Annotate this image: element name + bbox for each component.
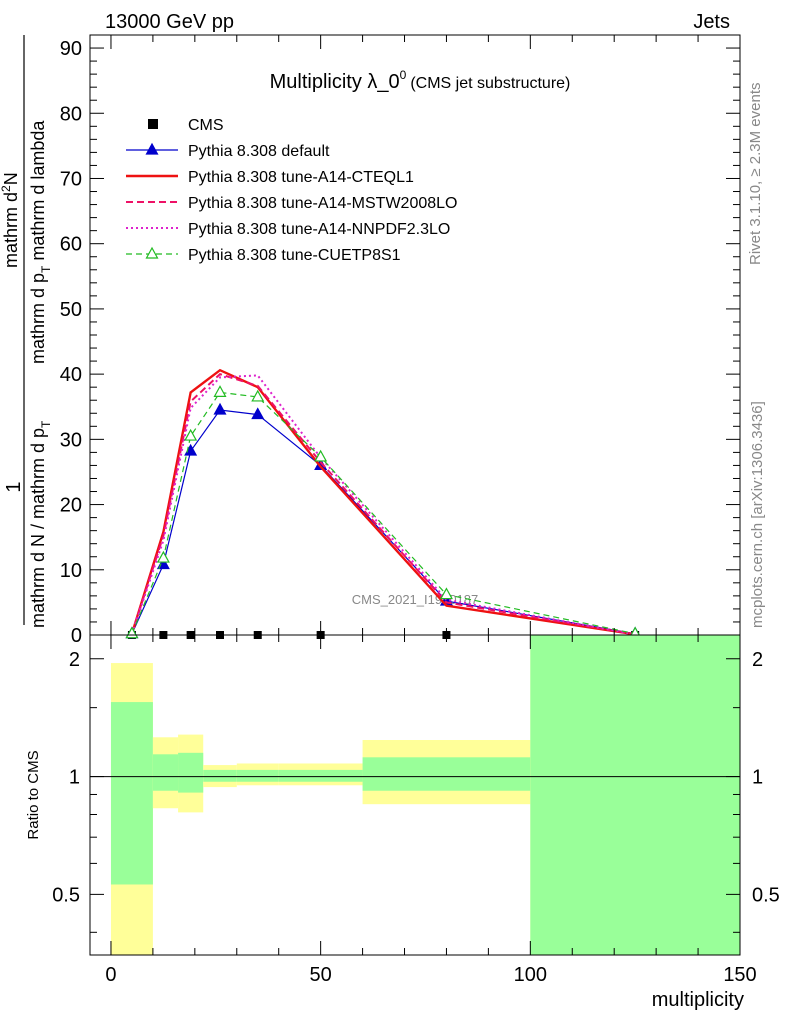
legend-label: Pythia 8.308 default bbox=[188, 143, 330, 160]
ratio-band-inner bbox=[110, 702, 153, 885]
legend-marker bbox=[145, 142, 159, 155]
ratio-ytick-label-right: 1 bbox=[752, 767, 763, 789]
ylabel-right-part: mathrm d pT mathrm d lambda bbox=[28, 120, 53, 364]
ratio-ytick-label: 2 bbox=[69, 649, 80, 671]
ratio-band-inner bbox=[362, 757, 531, 791]
data-point bbox=[213, 402, 227, 415]
legend-entry: Pythia 8.308 default bbox=[126, 142, 330, 160]
ytick-label: 50 bbox=[60, 299, 82, 321]
ratio-band-inner bbox=[236, 769, 279, 782]
ytick-label: 30 bbox=[60, 429, 82, 451]
header-energy-label: 13000 GeV pp bbox=[105, 11, 234, 33]
legend-entry: CMS bbox=[148, 117, 224, 134]
rivet-label: Rivet 3.1.10, ≥ 2.3M events bbox=[747, 83, 764, 266]
legend-marker bbox=[145, 246, 159, 259]
ratio-band-inner bbox=[178, 752, 204, 793]
series-line bbox=[130, 374, 636, 636]
ratio-plot-frame bbox=[89, 634, 741, 956]
series-line bbox=[130, 368, 636, 636]
ylabel-top: 1 bbox=[3, 481, 25, 492]
ratio-band-inner bbox=[203, 769, 237, 782]
legend-entry: Pythia 8.308 tune-A14-CTEQL1 bbox=[126, 169, 414, 186]
mcplots-label: mcplots.cern.ch [arXiv:1306.3436] bbox=[749, 401, 766, 628]
ratio-band-inner bbox=[530, 635, 740, 955]
ylabel-denominator: mathrm d N / mathrm d pT bbox=[28, 420, 53, 628]
ytick-label: 0 bbox=[71, 625, 82, 647]
ytick-label: 90 bbox=[60, 38, 82, 60]
ratio-ytick-label-right: 0.5 bbox=[752, 884, 780, 906]
xtick-label: 50 bbox=[310, 964, 332, 986]
data-point bbox=[184, 428, 198, 441]
ytick-label: 60 bbox=[60, 234, 82, 256]
legend-label: Pythia 8.308 tune-CUETP8S1 bbox=[188, 247, 401, 264]
data-point bbox=[251, 389, 265, 402]
header-jets-label: Jets bbox=[693, 11, 730, 33]
data-point bbox=[439, 587, 453, 600]
ytick-label: 10 bbox=[60, 560, 82, 582]
data-point bbox=[314, 449, 328, 462]
ytick-label: 40 bbox=[60, 364, 82, 386]
series-line bbox=[131, 391, 636, 635]
legend-label: Pythia 8.308 tune-A14-MSTW2008LO bbox=[188, 195, 457, 212]
legend-label: Pythia 8.308 tune-A14-CTEQL1 bbox=[188, 169, 414, 186]
legend-label: Pythia 8.308 tune-A14-NNPDF2.3LO bbox=[188, 221, 450, 238]
ratio-ytick-label: 1 bbox=[69, 767, 80, 789]
ratio-ytick-label-right: 2 bbox=[752, 649, 763, 671]
xtick-label: 150 bbox=[723, 964, 756, 986]
ytick-label: 80 bbox=[60, 103, 82, 125]
series-2 bbox=[130, 368, 636, 636]
ratio-plot-panel: 0.5 0.5 1 1 2 2 0 50 100 150 bbox=[52, 634, 780, 986]
data-point bbox=[251, 407, 265, 420]
main-ylabel: 1 mathrm d N / mathrm d pT mathrm d2N ma… bbox=[0, 35, 53, 628]
ytick-label: 70 bbox=[60, 168, 82, 190]
data-point bbox=[156, 550, 170, 563]
ratio-ytick-label: 0.5 bbox=[52, 884, 80, 906]
legend: CMS Pythia 8.308 default Pythia 8.308 tune… bbox=[126, 117, 457, 264]
chart-title: Multiplicity λ_00 (CMS jet substructure) bbox=[270, 68, 571, 93]
ratio-band-inner bbox=[152, 754, 179, 791]
ratio-band-inner bbox=[278, 769, 363, 782]
xlabel: multiplicity bbox=[652, 989, 744, 1011]
ylabel-numerator: mathrm d2N bbox=[0, 172, 21, 268]
xtick-label: 100 bbox=[514, 964, 547, 986]
legend-entry: Pythia 8.308 tune-A14-NNPDF2.3LO bbox=[126, 221, 450, 238]
xtick-label: 0 bbox=[105, 964, 116, 986]
legend-label: CMS bbox=[188, 117, 224, 134]
series-4 bbox=[130, 374, 636, 636]
ratio-ylabel: Ratio to CMS bbox=[25, 750, 42, 839]
data-point bbox=[213, 385, 227, 397]
legend-marker bbox=[148, 119, 158, 129]
legend-entry: Pythia 8.308 tune-CUETP8S1 bbox=[126, 246, 401, 264]
legend-entry: Pythia 8.308 tune-A14-MSTW2008LO bbox=[126, 195, 457, 212]
ytick-label: 20 bbox=[60, 495, 82, 517]
